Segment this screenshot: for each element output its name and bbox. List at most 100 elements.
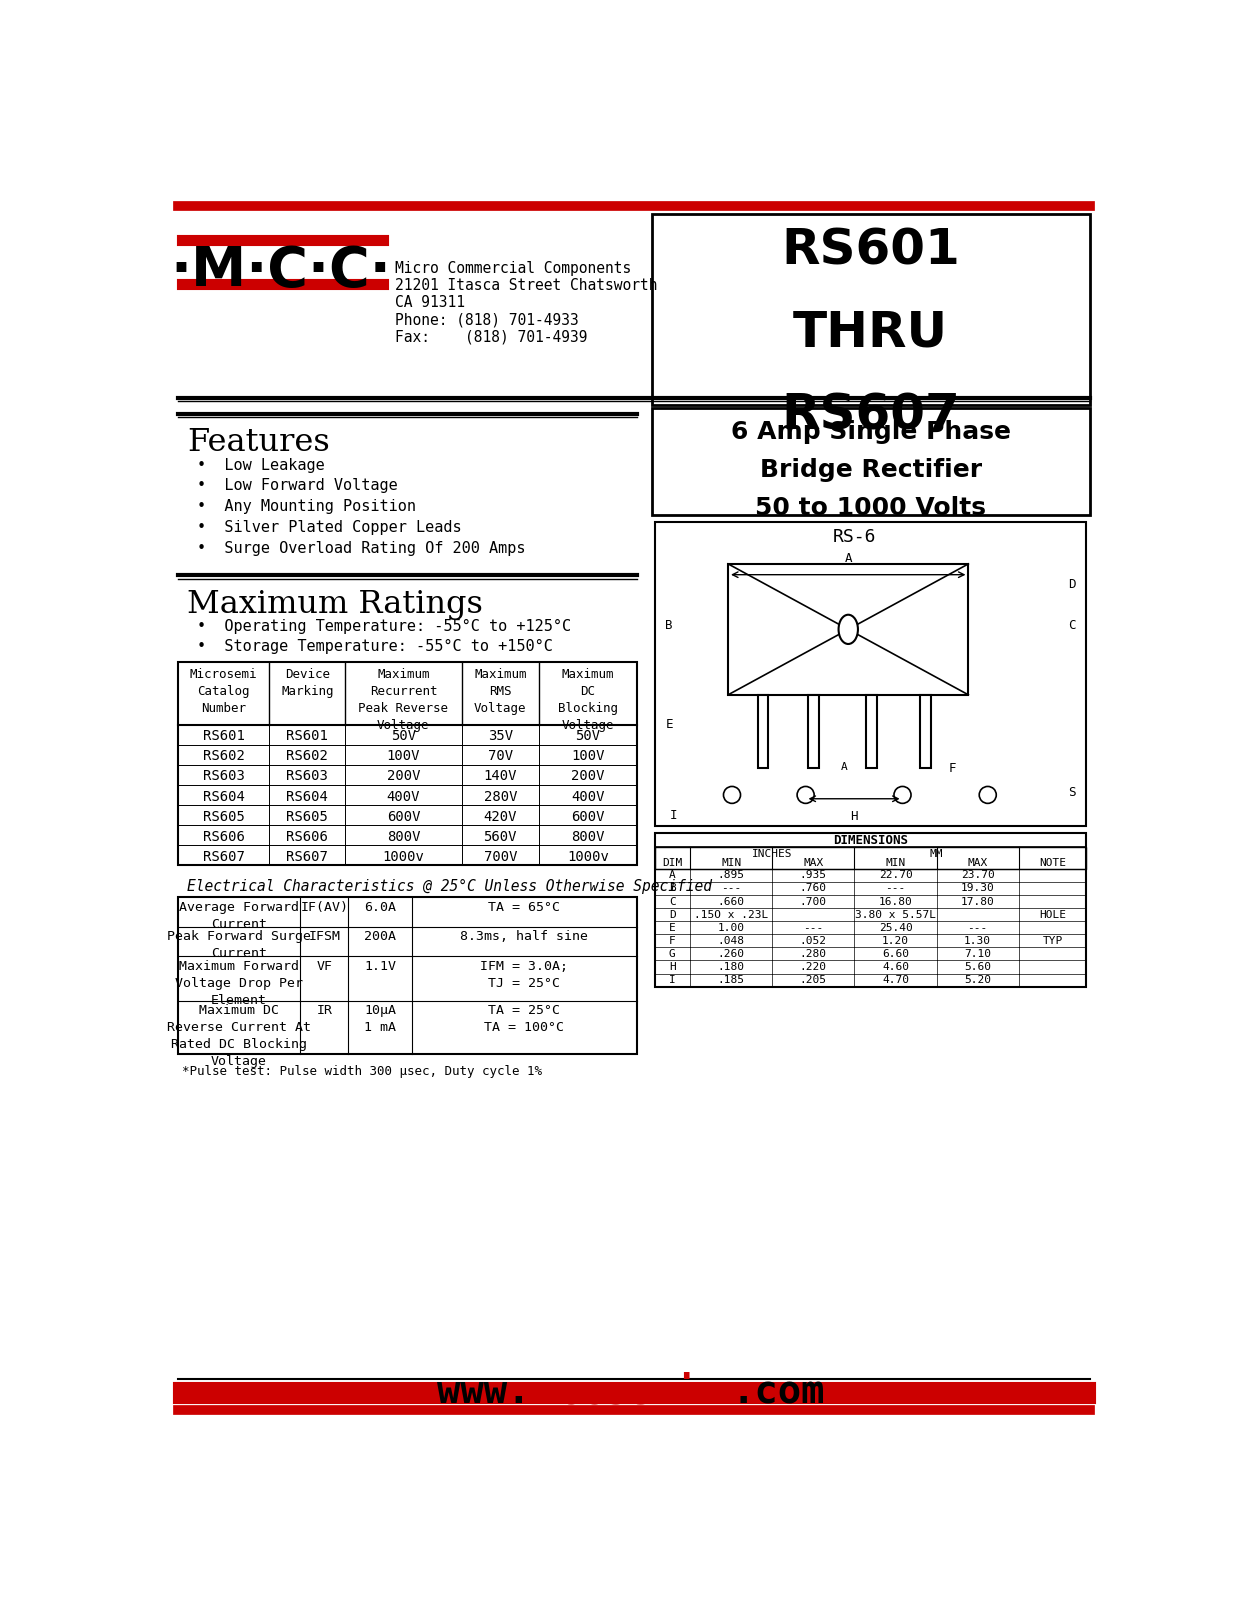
Text: DIM: DIM: [662, 858, 683, 869]
Text: www.: www.: [438, 1373, 531, 1411]
Text: 8.3ms, half sine: 8.3ms, half sine: [460, 931, 589, 944]
Bar: [178, 898, 637, 1054]
Text: CA 91311: CA 91311: [395, 294, 465, 310]
Circle shape: [894, 787, 910, 803]
Text: 50V: 50V: [575, 730, 600, 744]
Text: 140V: 140V: [484, 770, 517, 784]
Text: .660: .660: [717, 896, 745, 907]
Text: •  Low Forward Voltage: • Low Forward Voltage: [197, 478, 398, 493]
Text: TA = 65°C: TA = 65°C: [489, 901, 560, 914]
Text: 400V: 400V: [387, 789, 421, 803]
Text: C: C: [669, 896, 675, 907]
Text: RS605: RS605: [203, 810, 245, 824]
Text: 21201 Itasca Street Chatsworth: 21201 Itasca Street Chatsworth: [395, 278, 657, 293]
Text: 1000v: 1000v: [567, 850, 609, 864]
Text: TA = 25°C
TA = 100°C: TA = 25°C TA = 100°C: [485, 1005, 564, 1034]
Text: I: I: [669, 974, 675, 986]
Text: C: C: [1069, 619, 1076, 632]
Text: A: A: [669, 870, 675, 880]
Text: E: E: [669, 923, 675, 933]
Text: •  Operating Temperature: -55°C to +125°C: • Operating Temperature: -55°C to +125°C: [197, 619, 571, 634]
Text: Fax:    (818) 701-4939: Fax: (818) 701-4939: [395, 330, 588, 344]
Text: MIN: MIN: [886, 858, 905, 869]
Text: RS607: RS607: [286, 850, 328, 864]
Text: •  Any Mounting Position: • Any Mounting Position: [197, 499, 416, 514]
Text: mccsemi: mccsemi: [534, 1373, 698, 1411]
Text: 5.60: 5.60: [964, 962, 991, 971]
Text: 5.20: 5.20: [964, 974, 991, 986]
Text: ---: ---: [886, 883, 905, 893]
Circle shape: [980, 787, 996, 803]
Text: .700: .700: [800, 896, 826, 907]
Text: Microsemi
Catalog
Number: Microsemi Catalog Number: [189, 667, 257, 715]
Text: 10μA
1 mA: 10μA 1 mA: [364, 1005, 396, 1034]
Text: 400V: 400V: [571, 789, 605, 803]
Bar: [654, 834, 1086, 987]
Text: 1.00: 1.00: [717, 923, 745, 933]
Text: B: B: [664, 619, 672, 632]
Text: 600V: 600V: [387, 810, 421, 824]
Bar: [654, 834, 1086, 848]
Text: Electrical Characteristics @ 25°C Unless Otherwise Specified: Electrical Characteristics @ 25°C Unless…: [187, 878, 713, 894]
Text: 1.30: 1.30: [964, 936, 991, 946]
Text: INCHES: INCHES: [752, 850, 793, 859]
Text: RS604: RS604: [203, 789, 245, 803]
Text: .205: .205: [800, 974, 826, 986]
Text: 19.30: 19.30: [961, 883, 995, 893]
Text: F: F: [949, 762, 956, 774]
Text: 600V: 600V: [571, 810, 605, 824]
Text: G: G: [669, 949, 675, 958]
Text: 22.70: 22.70: [878, 870, 913, 880]
Text: RS607: RS607: [203, 850, 245, 864]
Text: 6.0A: 6.0A: [364, 901, 396, 914]
Ellipse shape: [839, 614, 858, 643]
Text: 1.20: 1.20: [882, 936, 909, 946]
Bar: [652, 213, 1090, 405]
Text: 800V: 800V: [387, 829, 421, 843]
Text: S: S: [1069, 786, 1076, 798]
Text: 700V: 700V: [484, 850, 517, 864]
Text: A: A: [845, 552, 852, 565]
Text: ---: ---: [721, 883, 741, 893]
Text: Maximum Forward
Voltage Drop Per
Element: Maximum Forward Voltage Drop Per Element: [176, 960, 303, 1006]
Text: I: I: [670, 808, 678, 822]
Text: Maximum
RMS
Voltage: Maximum RMS Voltage: [474, 667, 527, 715]
Text: MIN: MIN: [721, 858, 741, 869]
Bar: [654, 522, 1086, 826]
Bar: [729, 563, 969, 694]
Text: TYP: TYP: [1043, 936, 1063, 946]
Text: HOLE: HOLE: [1039, 910, 1066, 920]
Text: RS602: RS602: [203, 749, 245, 763]
Text: RS601
THRU
RS607: RS601 THRU RS607: [782, 227, 960, 438]
Text: H: H: [850, 810, 857, 822]
Text: RS603: RS603: [203, 770, 245, 784]
Text: D: D: [669, 910, 675, 920]
Text: .260: .260: [717, 949, 745, 958]
Text: B: B: [669, 883, 675, 893]
Bar: [652, 408, 1090, 515]
Circle shape: [724, 787, 741, 803]
Text: Maximum
DC
Blocking
Voltage: Maximum DC Blocking Voltage: [558, 667, 617, 731]
Text: Average Forward
Current: Average Forward Current: [179, 901, 299, 931]
Text: 6 Amp Single Phase
Bridge Rectifier
50 to 1000 Volts: 6 Amp Single Phase Bridge Rectifier 50 t…: [731, 419, 1011, 520]
Text: 17.80: 17.80: [961, 896, 995, 907]
Text: MM: MM: [930, 850, 944, 859]
Bar: [178, 662, 637, 866]
Text: Peak Forward Surge
Current: Peak Forward Surge Current: [167, 931, 310, 960]
Text: ---: ---: [967, 923, 988, 933]
Text: 35V: 35V: [487, 730, 513, 744]
Text: D: D: [1069, 578, 1076, 590]
Text: .220: .220: [800, 962, 826, 971]
Text: 280V: 280V: [484, 789, 517, 803]
Text: .15O x .23L: .15O x .23L: [694, 910, 768, 920]
Text: 420V: 420V: [484, 810, 517, 824]
Text: 3.80 x 5.57L: 3.80 x 5.57L: [855, 910, 936, 920]
Text: 560V: 560V: [484, 829, 517, 843]
Text: •  Surge Overload Rating Of 200 Amps: • Surge Overload Rating Of 200 Amps: [197, 541, 526, 555]
Text: .052: .052: [800, 936, 826, 946]
Text: VF: VF: [317, 960, 333, 973]
Text: DIMENSIONS: DIMENSIONS: [833, 834, 908, 846]
Text: 6.60: 6.60: [882, 949, 909, 958]
Text: 1.1V: 1.1V: [364, 960, 396, 973]
Text: RS603: RS603: [286, 770, 328, 784]
